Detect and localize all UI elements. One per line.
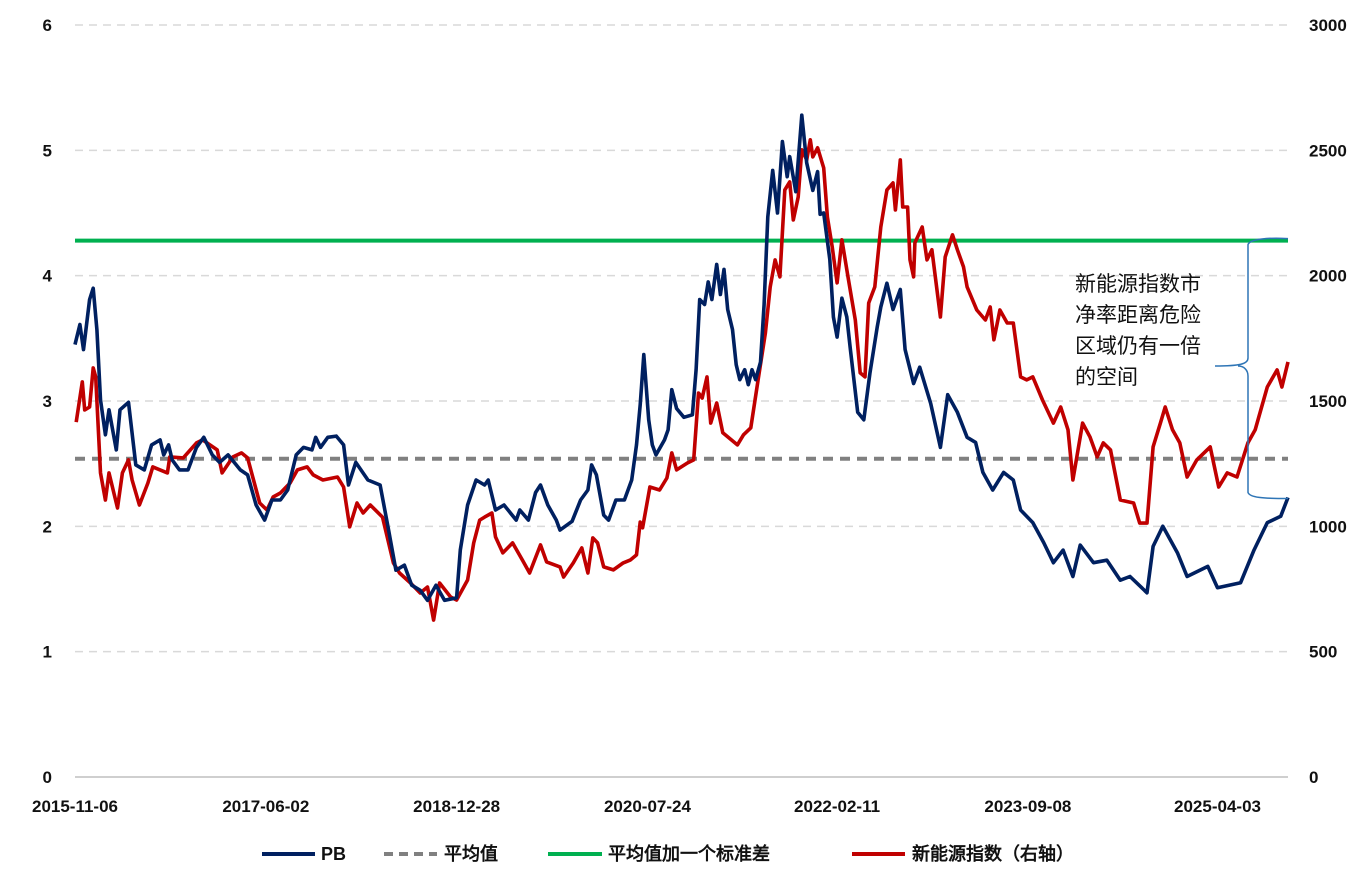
series-lines xyxy=(73,113,1290,622)
legend-label-new-energy-index: 新能源指数（右轴） xyxy=(912,843,1074,864)
x-axis-tick-label: 2015-11-06 xyxy=(32,797,118,816)
series-line-0 xyxy=(73,113,1290,603)
right-axis-tick-label: 3000 xyxy=(1309,16,1347,35)
right-axis-ticks: 0 500 1000 1500 2000 2500 3000 xyxy=(1309,16,1347,787)
annotation-line-4: 的空间 xyxy=(1075,365,1138,389)
series-line-3 xyxy=(74,138,1290,622)
annotation-line-2: 净率距离危险 xyxy=(1075,303,1201,327)
legend-item-new-energy-index[interactable]: 新能源指数（右轴） xyxy=(852,843,1074,864)
curly-brace xyxy=(1214,237,1289,500)
right-axis-tick-label: 1500 xyxy=(1309,392,1347,411)
x-axis-tick-label: 2018-12-28 xyxy=(413,797,500,816)
right-axis-tick-label: 0 xyxy=(1309,768,1318,787)
left-axis-tick-label: 2 xyxy=(43,517,52,536)
x-axis-tick-label: 2022-02-11 xyxy=(794,797,880,816)
left-axis-tick-label: 5 xyxy=(43,141,52,160)
left-axis-tick-label: 1 xyxy=(43,643,52,662)
right-axis-tick-label: 2000 xyxy=(1309,267,1347,286)
legend-label-pb: PB xyxy=(321,844,346,864)
left-axis-tick-label: 4 xyxy=(43,267,53,286)
annotation: 新能源指数市 净率距离危险 区域仍有一倍 的空间 xyxy=(1075,237,1289,500)
x-axis-tick-label: 2023-09-08 xyxy=(984,797,1071,816)
left-axis-tick-label: 0 xyxy=(43,768,52,787)
legend-label-mean: 平均值 xyxy=(444,843,498,864)
left-axis-tick-label: 3 xyxy=(43,392,52,411)
annotation-line-1: 新能源指数市 xyxy=(1075,272,1201,296)
legend-item-mean[interactable]: 平均值 xyxy=(384,843,498,864)
legend-item-mean-plus-sd[interactable]: 平均值加一个标准差 xyxy=(548,843,770,864)
x-axis-tick-label: 2017-06-02 xyxy=(222,797,309,816)
legend-label-mean-plus-sd: 平均值加一个标准差 xyxy=(608,843,770,864)
legend-item-pb[interactable]: PB xyxy=(262,844,346,864)
left-axis-tick-label: 6 xyxy=(43,16,52,35)
gridlines xyxy=(75,24,1288,653)
annotation-line-3: 区域仍有一倍 xyxy=(1075,334,1201,358)
right-axis-tick-label: 500 xyxy=(1309,643,1337,662)
right-axis-tick-label: 2500 xyxy=(1309,141,1347,160)
x-axis-tick-label: 2020-07-24 xyxy=(604,797,692,816)
right-axis-tick-label: 1000 xyxy=(1309,517,1347,536)
x-axis-tick-label: 2025-04-03 xyxy=(1174,797,1261,816)
x-axis-ticks: 2015-11-06 2017-06-02 2018-12-28 2020-07-24… xyxy=(32,797,1261,816)
legend: PB 平均值 平均值加一个标准差 新能源指数（右轴） xyxy=(262,843,1074,864)
left-axis-ticks: 0 1 2 3 4 5 6 xyxy=(43,16,53,787)
